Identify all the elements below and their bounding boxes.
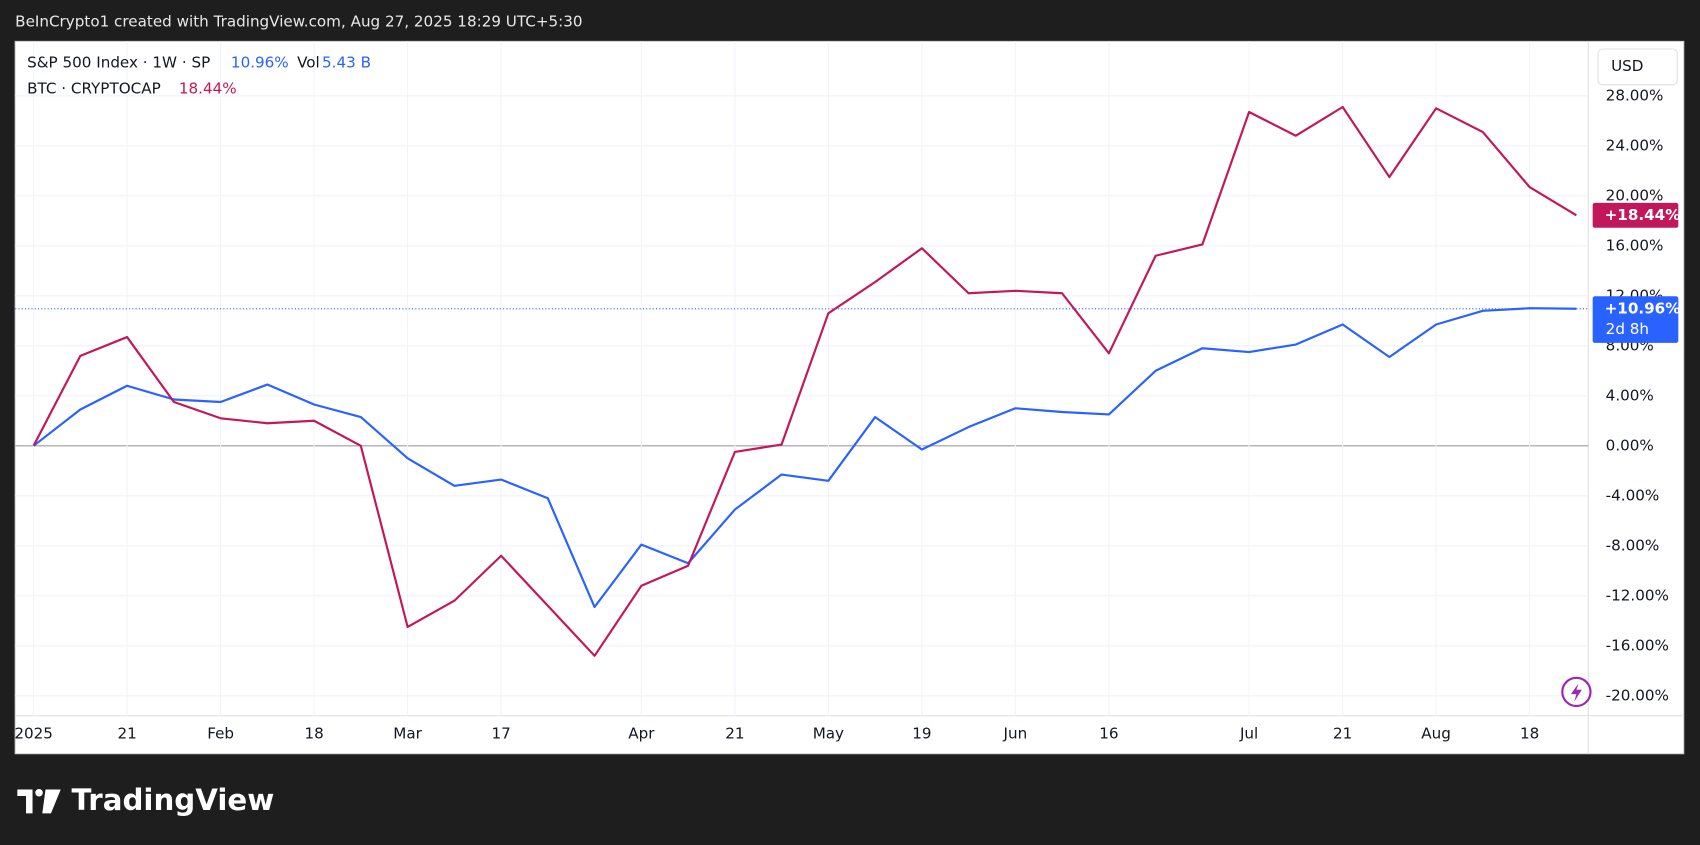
x-tick-label: 19 [912,725,931,743]
x-tick-label: May [813,725,844,743]
currency: USD [1611,57,1643,75]
header: BeInCrypto1 created with TradingView.com… [15,12,582,30]
x-tick-label: Aug [1421,725,1451,743]
x-tick-label: 2025 [14,725,53,743]
currency-button[interactable] [1597,48,1678,86]
logo-icon-slash [42,789,61,814]
x-tick-label: 21 [1333,725,1352,743]
x-tick-label: 21 [117,725,136,743]
chart-panel [14,40,1685,755]
y-tick-label: -20.00% [1606,686,1669,704]
legend-vol-value: 5.43 B [322,54,371,72]
y-tick-label: 4.00% [1606,386,1654,404]
x-tick-label: Feb [207,725,234,743]
y-tick-label: -4.00% [1606,486,1660,504]
price-tag [1592,296,1679,343]
legend-btc: BTC · CRYPTOCAP [27,80,161,98]
x-tick-label: 21 [725,725,744,743]
y-tick-label: 28.00% [1606,86,1664,104]
y-tick-label: -16.00% [1606,636,1669,654]
x-tick-label: Jul [1239,725,1258,743]
price-tags: +10.96% 2d 8h +18.44% [1592,202,1681,343]
x-tick-label: 18 [304,725,323,743]
legend-vol: Vol [297,54,320,72]
logo-icon [17,789,33,814]
logo-text: TradingView [72,783,275,817]
price-tag [1592,202,1679,228]
x-tick-label: 16 [1099,725,1118,743]
y-tick-label: 16.00% [1606,236,1664,254]
legend-sp: S&P 500 Index · 1W · SP [27,54,210,72]
grid: -20.00% -16.00% -12.00% -8.00% -4.00% 0.00% 4.… [14,41,1684,754]
x-tick-label: Mar [393,725,422,743]
lightning-icon [1570,683,1582,702]
series-line [32,307,1577,609]
price-tag-label: +18.44% [1605,206,1681,224]
logo-icon-dot [35,788,43,797]
legend-sp-value: 10.96% [231,54,289,72]
x-tick-label: 17 [491,725,510,743]
y-tick-label: 0.00% [1606,436,1654,454]
legend-btc-value: 18.44% [179,80,237,98]
y-tick-label: 20.00% [1606,186,1664,204]
logo: TradingView [17,783,274,817]
x-tick-label: Apr [628,725,655,743]
series-line [32,105,1577,657]
y-tick-label: -8.00% [1606,536,1660,554]
x-tick-label: 18 [1520,725,1539,743]
y-tick-label: 24.00% [1606,136,1664,154]
x-tick-label: Jun [1003,725,1028,743]
y-tick-label: -12.00% [1606,586,1669,604]
price-tag-label: +10.96% [1605,299,1681,317]
plot [15,105,1589,657]
countdown: 2d 8h [1606,320,1649,338]
